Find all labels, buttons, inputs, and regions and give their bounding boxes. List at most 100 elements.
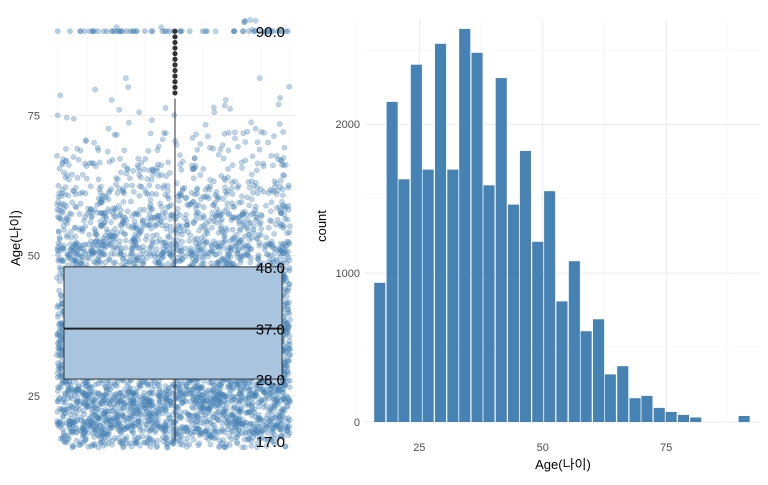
jitter-point <box>206 196 211 201</box>
jitter-point <box>193 399 198 404</box>
jitter-point <box>67 211 72 216</box>
jitter-point <box>156 173 161 178</box>
jitter-point <box>268 209 273 214</box>
jitter-point <box>131 262 136 267</box>
jitter-point <box>258 187 263 192</box>
jitter-point <box>148 131 153 136</box>
jitter-point <box>107 159 112 164</box>
jitter-point <box>67 256 72 261</box>
jitter-point <box>238 253 243 258</box>
jitter-point <box>211 383 216 388</box>
jitter-point <box>287 418 292 423</box>
jitter-point <box>155 168 160 173</box>
jitter-point <box>60 413 65 418</box>
jitter-point <box>271 134 276 139</box>
jitter-point <box>148 206 153 211</box>
jitter-point <box>178 162 183 167</box>
jitter-point <box>218 147 223 152</box>
jitter-point <box>70 421 75 426</box>
jitter-point <box>89 215 94 220</box>
jitter-point <box>185 229 190 234</box>
jitter-point <box>123 437 128 442</box>
jitter-point <box>287 342 292 347</box>
jitter-point <box>241 211 246 216</box>
jitter-point <box>261 401 266 406</box>
jitter-point <box>172 113 177 118</box>
jitter-point <box>90 418 95 423</box>
jitter-point <box>125 209 130 214</box>
jitter-point <box>222 407 227 412</box>
jitter-point <box>230 163 235 168</box>
jitter-point <box>248 220 253 225</box>
jitter-point <box>249 443 254 448</box>
jitter-point <box>238 260 243 265</box>
jitter-point <box>164 388 169 393</box>
jitter-point <box>223 97 228 102</box>
jitter-point <box>123 238 128 243</box>
jitter-point <box>285 217 290 222</box>
jitter-point <box>93 229 98 234</box>
jitter-point <box>202 241 207 246</box>
jitter-point <box>100 381 105 386</box>
jitter-point <box>285 403 290 408</box>
jitter-point <box>109 97 114 102</box>
jitter-point <box>143 156 148 161</box>
jitter-point <box>106 436 111 441</box>
jitter-point <box>108 220 113 225</box>
jitter-point <box>250 421 255 426</box>
jitter-point <box>72 225 77 230</box>
jitter-point <box>138 384 143 389</box>
jitter-point <box>177 212 182 217</box>
jitter-point <box>226 189 231 194</box>
jitter-point <box>98 414 103 419</box>
jitter-point <box>249 212 254 217</box>
jitter-point <box>185 388 190 393</box>
jitter-point <box>105 230 110 235</box>
jitter-point <box>221 156 226 161</box>
jitter-point <box>112 435 117 440</box>
jitter-point <box>59 194 64 199</box>
jitter-point <box>120 413 125 418</box>
jitter-point <box>71 189 76 194</box>
jitter-point <box>163 105 168 110</box>
jitter-point <box>61 397 66 402</box>
jitter-point <box>253 126 258 131</box>
jitter-point <box>126 120 131 125</box>
jitter-point <box>68 382 73 387</box>
jitter-point <box>71 116 76 121</box>
jitter-point <box>242 445 247 450</box>
jitter-point <box>113 392 118 397</box>
jitter-point <box>192 192 197 197</box>
jitter-point <box>130 213 135 218</box>
jitter-point <box>137 184 142 189</box>
jitter-point <box>115 411 120 416</box>
jitter-point <box>157 387 162 392</box>
jitter-point <box>124 171 129 176</box>
jitter-point <box>263 423 268 428</box>
jitter-point <box>178 426 183 431</box>
jitter-point <box>111 213 116 218</box>
jitter-point <box>142 167 147 172</box>
jitter-point <box>92 427 97 432</box>
jitter-point <box>92 443 97 448</box>
jitter-point <box>175 206 180 211</box>
jitter-point <box>269 412 274 417</box>
jitter-point <box>116 421 121 426</box>
jitter-point <box>161 130 166 135</box>
jitter-point <box>105 420 110 425</box>
jitter-point <box>142 411 147 416</box>
jitter-point <box>137 193 142 198</box>
jitter-point <box>139 160 144 165</box>
jitter-point <box>54 153 59 158</box>
jitter-point <box>276 102 281 107</box>
jitter-point <box>154 445 159 450</box>
jitter-point <box>234 440 239 445</box>
jitter-point <box>285 369 290 374</box>
jitter-point <box>269 153 274 158</box>
jitter-point <box>113 206 118 211</box>
jitter-point <box>131 168 136 173</box>
jitter-point <box>286 207 291 212</box>
jitter-point <box>272 250 277 255</box>
jitter-point <box>277 205 282 210</box>
jitter-point <box>235 185 240 190</box>
